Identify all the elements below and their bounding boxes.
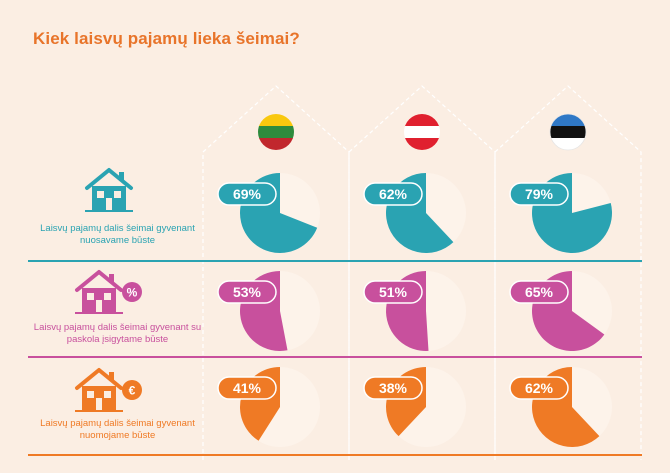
page-title: Kiek laisvų pajamų lieka šeimai? xyxy=(33,29,300,48)
value-badge xyxy=(509,182,569,206)
row-label-own-home: Laisvų pajamų dalis šeimai gyvenant nuos… xyxy=(40,223,195,246)
house-euro-icon: € xyxy=(75,368,142,412)
percent-icon xyxy=(122,282,142,302)
house-window xyxy=(104,391,111,398)
data-label: 62% xyxy=(379,186,408,202)
row-label-mortgage-home: Laisvų pajamų dalis šeimai gyvenant su p… xyxy=(33,322,202,345)
data-label: 62% xyxy=(525,380,554,396)
house-chimney xyxy=(109,372,114,381)
data-label: 51% xyxy=(379,284,408,300)
row-label-rented-home: Laisvų pajamų dalis šeimai gyvenant nuom… xyxy=(40,418,195,441)
house-percent-icon: % xyxy=(75,270,142,314)
house-roof xyxy=(75,270,123,292)
estonia-flag-icon xyxy=(549,113,587,151)
data-label: 79% xyxy=(525,186,554,202)
house-outline-0 xyxy=(202,85,350,460)
euro-icon xyxy=(122,380,142,400)
lithuania-flag-icon xyxy=(258,114,294,150)
value-badge xyxy=(363,376,423,400)
flag-stripe xyxy=(404,114,440,127)
value-badge xyxy=(217,376,277,400)
house-window xyxy=(87,293,94,300)
house-chimney xyxy=(119,172,124,181)
flag-stripe xyxy=(404,138,440,150)
value-badge xyxy=(217,182,277,206)
house-window xyxy=(114,191,121,198)
value-badge xyxy=(509,376,569,400)
house-window xyxy=(104,293,111,300)
house-icon xyxy=(85,168,133,212)
flag-stripe xyxy=(258,138,294,150)
flag-stripe xyxy=(550,138,586,150)
house-roof xyxy=(75,368,123,390)
house-door xyxy=(106,198,112,210)
data-label: 65% xyxy=(525,284,554,300)
flag-border xyxy=(549,113,587,151)
house-window xyxy=(87,391,94,398)
house-chimney xyxy=(109,274,114,283)
house-roof xyxy=(85,168,133,190)
badge-symbol: % xyxy=(127,286,138,300)
data-label: 53% xyxy=(233,284,262,300)
flag-stripe xyxy=(550,126,586,139)
value-badge xyxy=(509,280,569,304)
value-badge xyxy=(363,280,423,304)
flag-stripe xyxy=(404,126,440,139)
house-outline-2 xyxy=(494,85,642,460)
austria-flag-icon xyxy=(404,114,440,150)
flag-stripe xyxy=(258,126,294,139)
value-badge xyxy=(217,280,277,304)
house-door xyxy=(96,300,102,312)
value-badge xyxy=(363,182,423,206)
flag-stripe xyxy=(258,114,294,127)
data-label: 69% xyxy=(233,186,262,202)
badge-symbol: € xyxy=(129,384,136,398)
flag-stripe xyxy=(550,114,586,127)
data-label: 38% xyxy=(379,380,408,396)
house-window xyxy=(97,191,104,198)
data-label: 41% xyxy=(233,380,262,396)
house-door xyxy=(96,398,102,410)
house-outline-1 xyxy=(348,85,496,460)
